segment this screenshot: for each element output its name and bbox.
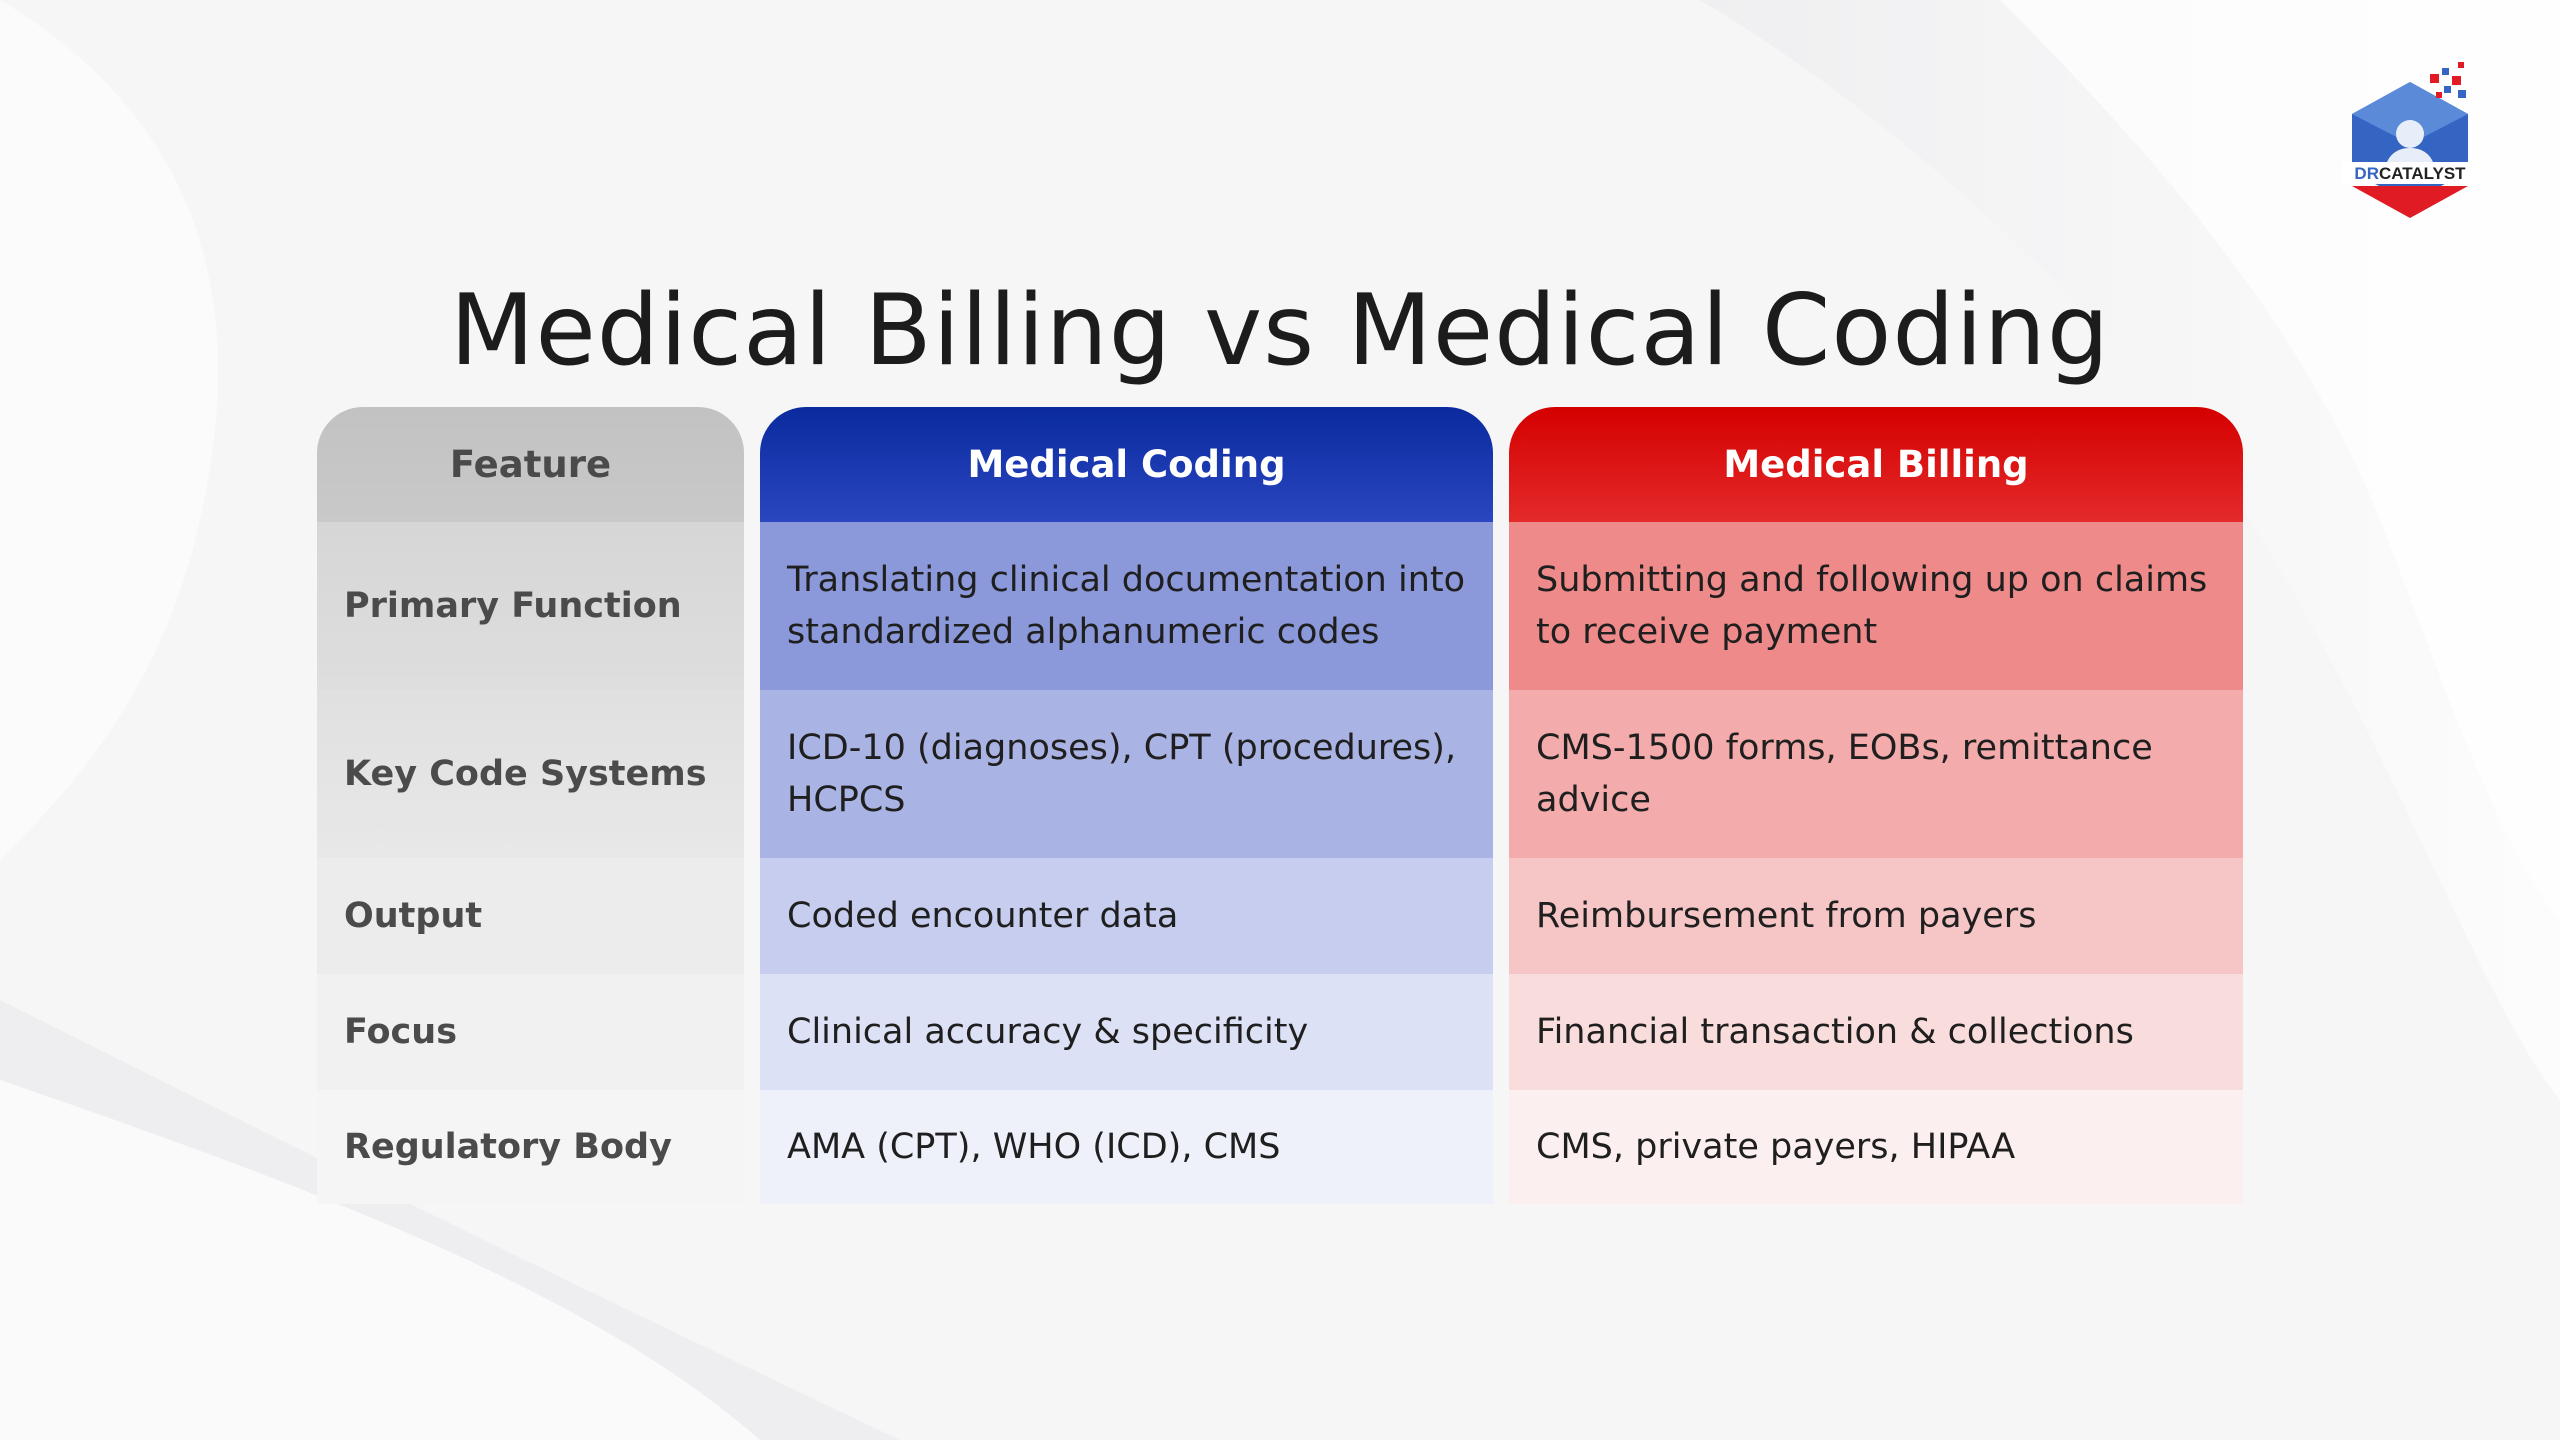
feature-cell: Primary Function xyxy=(317,522,744,690)
feature-cell: Regulatory Body xyxy=(317,1090,744,1204)
feature-header: Feature xyxy=(317,407,744,522)
comparison-table: Feature Primary Function Key Code System… xyxy=(317,407,2243,1204)
dr-catalyst-logo: DRCATALYST xyxy=(2340,62,2480,227)
coding-cell: AMA (CPT), WHO (ICD), CMS xyxy=(760,1090,1493,1204)
medical-coding-column: Medical Coding Translating clinical docu… xyxy=(760,407,1493,1204)
feature-cell: Focus xyxy=(317,974,744,1090)
coding-cell: Clinical accuracy & specificity xyxy=(760,974,1493,1090)
medical-coding-header: Medical Coding xyxy=(760,407,1493,522)
billing-cell: CMS, private payers, HIPAA xyxy=(1509,1090,2243,1204)
coding-cell: ICD-10 (diagnoses), CPT (procedures), HC… xyxy=(760,690,1493,858)
medical-billing-header: Medical Billing xyxy=(1509,407,2243,522)
page-title: Medical Billing vs Medical Coding xyxy=(449,273,2111,388)
logo-text-catalyst: CATALYST xyxy=(2379,164,2466,183)
feature-column: Feature Primary Function Key Code System… xyxy=(317,407,744,1204)
feature-cell: Output xyxy=(317,858,744,974)
feature-cell: Key Code Systems xyxy=(317,690,744,858)
billing-cell: Reimbursement from payers xyxy=(1509,858,2243,974)
logo-text-dr: DR xyxy=(2354,164,2379,183)
billing-cell: Submitting and following up on claims to… xyxy=(1509,522,2243,690)
coding-cell: Translating clinical documentation into … xyxy=(760,522,1493,690)
medical-billing-column: Medical Billing Submitting and following… xyxy=(1509,407,2243,1204)
billing-cell: Financial transaction & collections xyxy=(1509,974,2243,1090)
coding-cell: Coded encounter data xyxy=(760,858,1493,974)
billing-cell: CMS-1500 forms, EOBs, remittance advice xyxy=(1509,690,2243,858)
svg-text:DRCATALYST: DRCATALYST xyxy=(2354,164,2466,183)
